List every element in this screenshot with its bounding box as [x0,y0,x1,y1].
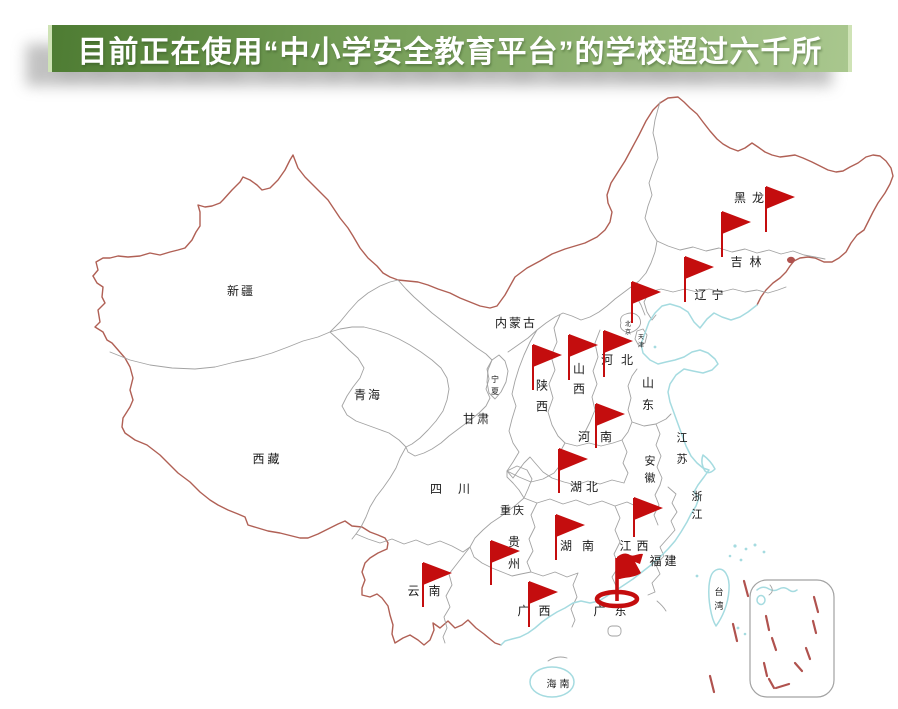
map-label-jilin: 吉 [730,255,742,269]
map-label-henan: 南 [600,429,612,444]
map-label-beijing: 北 [625,320,631,328]
map-label-jiangxi: 西 [636,539,648,553]
map-label-neimenggu: 古 [523,315,535,330]
inset-coast [756,586,798,593]
province-borders [109,101,826,644]
map-label-hebei: 河 [601,353,613,367]
map-label-fujian: 建 [664,554,676,568]
map-label-hebei: 北 [621,353,633,367]
flag-marker [721,211,751,257]
flag-marker [631,281,661,323]
map-label-liaoning: 宁 [711,287,723,302]
map-label-xinjiang: 新 [227,283,239,298]
map-label-guizhou: 州 [508,557,520,571]
flag-marker [633,497,663,537]
flag-marker [490,540,520,585]
flag-marker [603,330,633,377]
map-label-ningxia: 夏 [491,387,499,396]
map-label-guangxi: 广 [517,604,529,618]
map-label-jilin: 林 [749,255,761,269]
map-label-xinjiang: 疆 [241,284,253,298]
map-label-xizang: 藏 [267,452,279,466]
map-label-hubei: 北 [586,480,598,494]
flag-marker [568,334,598,380]
map-label-taiwan: 湾 [714,600,723,612]
shanghai-coast [701,454,716,474]
province-labels-layer: 新疆西 藏青 海甘 肃宁夏内蒙古陕西山西河 北北京天津山东河南江苏安徽湖 北浙江重 庆四 川湖… [227,191,764,690]
nine-dash-line [708,579,820,694]
map-label-guangxi: 西 [538,604,550,618]
map-label-fujian: 福 [649,553,661,568]
map-label-heilongjiang: 龙 [752,191,764,205]
hongkong-macau-mark [607,625,622,637]
map-label-zhejiang: 江 [692,508,703,521]
flag-marker [595,403,625,448]
map-label-gansu: 肃 [477,412,489,426]
map-label-jiangsu: 江 [677,431,688,444]
inset-hainan [756,594,766,606]
map-label-neimenggu: 蒙 [509,316,521,330]
map-label-jiangxi: 江 [619,539,631,553]
offshore-islets [653,345,766,636]
map-label-hainan: 海 [547,678,557,691]
flag-marker [765,186,795,232]
map-label-sichuan: 川 [458,482,470,496]
map-label-beijing: 京 [625,328,631,336]
qiongzhou-strait-mark [547,656,568,662]
map-label-hubei: 湖 [570,479,582,494]
map-label-shanxi: 西 [573,382,585,396]
map-label-anhui: 徽 [645,470,656,484]
inset-mainland-line [768,584,773,596]
map-label-qinghai: 青 [354,388,366,402]
map-label-zhejiang: 浙 [692,490,703,503]
guangdong-highlight-flag [594,553,643,609]
map-label-shandong: 东 [642,398,654,412]
map-label-shaanxi: 西 [536,400,548,414]
map-label-yunnan: 南 [428,583,440,598]
map-label-chongqing: 重 [500,503,511,517]
map-label-shanxi: 山 [573,362,585,376]
flag-marker [422,562,452,607]
map-label-tianjin: 津 [638,342,644,349]
map-label-sichuan: 四 [430,482,442,496]
map-label-shaanxi: 陕 [536,378,548,393]
map-label-qinghai: 海 [368,387,380,402]
hainan-island [529,666,575,698]
flag-marker [532,344,562,390]
national-border [92,96,894,646]
title-banner: 目前正在使用“中小学安全教育平台”的学校超过六千所 [48,25,852,72]
coastline [500,303,766,698]
map-label-xizang: 西 [252,452,264,466]
map-label-anhui: 安 [645,453,656,467]
map-label-heilongjiang: 黑 [734,191,746,205]
map-label-chongqing: 庆 [513,503,524,517]
map-label-yunnan: 云 [407,584,419,598]
map-label-guangdong: 广 [593,604,605,618]
map-label-gansu: 甘 [463,412,475,426]
flag-marker [684,256,714,302]
map-label-hainan: 南 [560,678,570,691]
flag-marker [555,514,585,560]
map-label-jiangsu: 苏 [677,452,688,465]
map-label-tianjin: 天 [638,334,644,341]
taiwan-island [708,568,730,627]
flag-marker [528,581,558,627]
map-label-ningxia: 宁 [491,374,499,384]
map-label-liaoning: 辽 [694,288,706,302]
tumen-river-mark [787,256,795,264]
flags-layer [422,186,795,627]
map-label-guizhou: 贵 [508,535,520,549]
map-label-hunan: 南 [582,538,594,553]
pearl-estuary-mark [656,600,667,612]
south-china-sea-inset [708,579,835,698]
inset-frame [749,579,835,698]
map-label-neimenggu: 内 [495,316,507,330]
map-label-hunan: 湖 [560,538,572,553]
flag-marker [558,448,588,493]
map-label-shandong: 山 [642,376,654,390]
map-label-taiwan: 台 [714,586,723,598]
map-label-henan: 河 [578,430,590,444]
